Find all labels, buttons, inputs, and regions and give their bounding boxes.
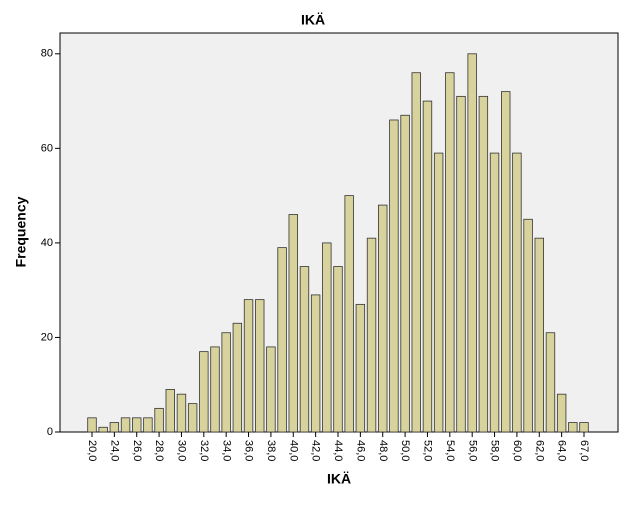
bar xyxy=(187,403,198,433)
bar xyxy=(411,72,421,433)
x-tick-label: 38,0 xyxy=(265,440,277,461)
x-tick-label: 67,0 xyxy=(578,440,590,461)
x-tick-label: 64,0 xyxy=(556,440,568,461)
bar xyxy=(579,422,589,433)
bar xyxy=(120,417,131,433)
y-tick-label: 20 xyxy=(41,331,53,343)
bar xyxy=(378,204,388,433)
bar xyxy=(109,422,120,433)
x-tick-label: 54,0 xyxy=(444,440,456,461)
bar xyxy=(165,389,175,433)
x-tick-label: 58,0 xyxy=(489,440,501,461)
y-tick-label: 0 xyxy=(47,426,53,438)
bar xyxy=(433,152,444,433)
bar xyxy=(467,53,477,433)
y-tick-label: 40 xyxy=(41,237,53,249)
bar xyxy=(355,303,366,433)
bar xyxy=(299,266,310,433)
bar xyxy=(333,266,343,433)
x-tick-label: 60,0 xyxy=(511,440,523,461)
bar xyxy=(210,346,220,433)
x-tick-label: 20,0 xyxy=(86,440,98,461)
bar xyxy=(445,72,455,433)
bar xyxy=(344,195,354,433)
bar xyxy=(489,152,500,433)
bar xyxy=(277,247,287,433)
bar xyxy=(366,237,377,433)
x-tick-label: 34,0 xyxy=(220,440,232,461)
x-tick-label: 32,0 xyxy=(198,440,210,461)
x-tick-label: 24,0 xyxy=(108,440,120,461)
bar xyxy=(143,417,153,433)
x-tick-label: 42,0 xyxy=(310,440,322,461)
bar xyxy=(523,218,533,433)
bar xyxy=(501,91,511,433)
bar xyxy=(243,299,254,433)
bar xyxy=(512,152,522,433)
x-tick-label: 40,0 xyxy=(287,440,299,461)
x-tick-label: 56,0 xyxy=(466,440,478,461)
bar xyxy=(288,214,298,433)
bar xyxy=(556,393,567,433)
bar xyxy=(534,237,544,433)
bar xyxy=(154,407,164,433)
y-tick-label: 60 xyxy=(41,142,53,154)
x-tick-label: 62,0 xyxy=(533,440,545,461)
x-tick-label: 46,0 xyxy=(354,440,366,461)
bar xyxy=(456,95,466,433)
x-tick-label: 26,0 xyxy=(131,440,143,461)
bar xyxy=(422,100,433,433)
bar xyxy=(132,417,142,433)
x-tick-label: 48,0 xyxy=(377,440,389,461)
x-axis-label: IKÄ xyxy=(327,471,351,487)
bar xyxy=(199,351,209,433)
bar xyxy=(221,332,231,433)
x-tick-label: 28,0 xyxy=(153,440,165,461)
bar xyxy=(232,322,243,433)
x-tick-label: 36,0 xyxy=(243,440,255,461)
x-tick-label: 44,0 xyxy=(332,440,344,461)
bar xyxy=(568,422,578,433)
bar xyxy=(176,393,187,433)
bar xyxy=(310,294,321,433)
x-tick-label: 52,0 xyxy=(422,440,434,461)
bar xyxy=(389,119,399,433)
bar xyxy=(478,95,489,433)
x-tick-label: 30,0 xyxy=(176,440,188,461)
bar xyxy=(87,417,97,433)
bar xyxy=(98,426,108,433)
bar xyxy=(322,242,332,433)
y-axis-label: Frequency xyxy=(13,196,29,267)
x-tick-label: 50,0 xyxy=(399,440,411,461)
chart-title: IKÄ xyxy=(301,12,325,28)
y-tick-label: 80 xyxy=(41,48,53,60)
bar xyxy=(266,346,276,433)
bar xyxy=(255,299,265,433)
bar xyxy=(545,332,556,433)
bar xyxy=(400,114,410,433)
